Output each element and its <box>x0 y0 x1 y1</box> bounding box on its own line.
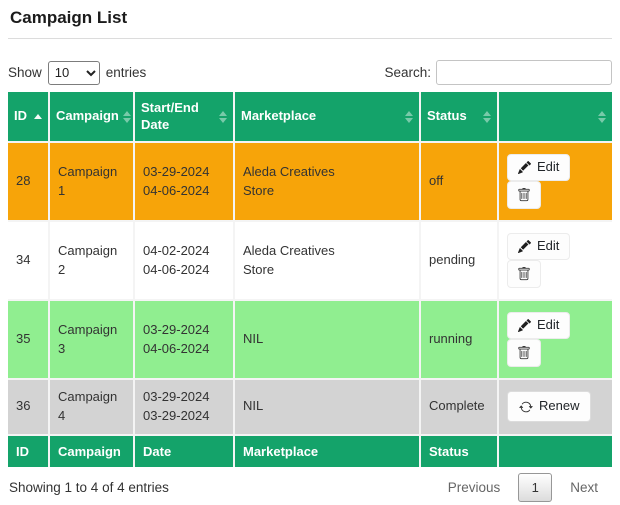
renew-button-label: Renew <box>539 398 580 414</box>
cell-id: 36 <box>8 379 50 436</box>
column-header-status[interactable]: Status <box>420 92 499 143</box>
sort-both-icon <box>405 110 413 123</box>
cell-status: running <box>420 300 499 380</box>
cell-dates: 03-29-2024 03-29-2024 <box>134 379 235 436</box>
table-row: 34 Campaign 2 04-02-2024 04-06-2024 Aleda C… <box>8 221 612 301</box>
cell-id: 35 <box>8 300 50 380</box>
pagination-previous[interactable]: Previous <box>447 479 501 495</box>
cell-actions: Renew <box>498 379 612 436</box>
search-control: Search: <box>384 60 612 85</box>
column-header-start-end-date[interactable]: Start/End Date <box>134 92 235 143</box>
table-row: 36 Campaign 4 03-29-2024 03-29-2024 NIL Comp… <box>8 379 612 436</box>
pencil-icon <box>518 318 531 332</box>
edit-button[interactable]: Edit <box>507 233 571 260</box>
cell-marketplace: Aleda Creatives Store <box>234 142 421 222</box>
delete-button[interactable] <box>507 180 541 209</box>
cell-actions: Edit <box>498 142 612 222</box>
cell-id: 28 <box>8 142 50 222</box>
sort-both-icon <box>219 110 227 123</box>
trash-icon <box>517 266 531 281</box>
column-header-label: Start/End Date <box>141 100 199 132</box>
pencil-icon <box>518 239 531 253</box>
page-length-control: Show 10 entries <box>8 60 147 85</box>
pagination: Previous 1 Next <box>434 472 612 503</box>
edit-button-label: Edit <box>537 317 560 333</box>
campaign-table: ID Campaign Start/End Date Marketplace Statu… <box>8 92 612 467</box>
cell-dates: 04-02-2024 04-06-2024 <box>134 221 235 301</box>
footer-header-date: Date <box>134 434 235 467</box>
column-header-label: ID <box>14 108 27 124</box>
table-info: Showing 1 to 4 of 4 entries <box>9 479 169 495</box>
sort-both-icon <box>483 110 491 123</box>
column-header-actions[interactable] <box>498 92 612 143</box>
footer-header-marketplace: Marketplace <box>234 434 421 467</box>
show-label: Show <box>8 65 42 80</box>
sort-both-icon <box>122 110 131 123</box>
page-length-select[interactable]: 10 <box>47 60 100 85</box>
cell-marketplace: NIL <box>234 300 421 380</box>
table-bottom-bar: Showing 1 to 4 of 4 entries Previous 1 N… <box>8 472 612 503</box>
pagination-page-1[interactable]: 1 <box>518 472 553 502</box>
cell-status: pending <box>420 221 499 301</box>
cell-campaign: Campaign 4 <box>49 379 135 436</box>
cell-actions: Edit <box>498 300 612 380</box>
cell-status: Complete <box>420 379 499 436</box>
edit-button[interactable]: Edit <box>507 312 571 339</box>
table-controls: Show 10 entries Search: <box>8 60 612 85</box>
renew-button[interactable]: Renew <box>507 391 592 423</box>
page-title: Campaign List <box>10 8 128 27</box>
cell-campaign: Campaign 2 <box>49 221 135 301</box>
refresh-icon <box>519 400 533 414</box>
edit-button-label: Edit <box>537 238 560 254</box>
cell-marketplace: Aleda Creatives Store <box>234 221 421 301</box>
cell-id: 34 <box>8 221 50 301</box>
sort-asc-icon <box>34 114 42 119</box>
trash-icon <box>517 187 531 202</box>
edit-button[interactable]: Edit <box>507 154 571 181</box>
footer-header-campaign: Campaign <box>49 434 135 467</box>
cell-marketplace: NIL <box>234 379 421 436</box>
cell-campaign: Campaign 1 <box>49 142 135 222</box>
column-header-campaign[interactable]: Campaign <box>49 92 135 143</box>
delete-button[interactable] <box>507 259 541 288</box>
sort-both-icon <box>598 110 606 123</box>
cell-status: off <box>420 142 499 222</box>
delete-button[interactable] <box>507 338 541 367</box>
column-header-id[interactable]: ID <box>8 92 50 143</box>
cell-dates: 03-29-2024 04-06-2024 <box>134 300 235 380</box>
pagination-next[interactable]: Next <box>570 479 598 495</box>
table-header-row: ID Campaign Start/End Date Marketplace Statu… <box>8 92 612 143</box>
footer-header-id: ID <box>8 434 50 467</box>
trash-icon <box>517 345 531 360</box>
table-footer-row: ID Campaign Date Marketplace Status <box>8 434 612 467</box>
search-input[interactable] <box>436 60 612 85</box>
footer-header-status: Status <box>420 434 499 467</box>
footer-header-actions <box>498 434 612 467</box>
pencil-icon <box>518 160 531 174</box>
column-header-label: Campaign <box>56 108 119 124</box>
column-header-label: Status <box>427 108 467 124</box>
cell-actions: Edit <box>498 221 612 301</box>
cell-campaign: Campaign 3 <box>49 300 135 380</box>
column-header-label: Marketplace <box>241 108 317 124</box>
search-label: Search: <box>384 65 431 80</box>
table-row: 28 Campaign 1 03-29-2024 04-06-2024 Aleda C… <box>8 142 612 222</box>
table-row: 35 Campaign 3 03-29-2024 04-06-2024 NIL runn… <box>8 300 612 380</box>
cell-dates: 03-29-2024 04-06-2024 <box>134 142 235 222</box>
entries-label: entries <box>105 65 147 80</box>
title-divider <box>8 38 612 39</box>
edit-button-label: Edit <box>537 159 560 175</box>
column-header-marketplace[interactable]: Marketplace <box>234 92 421 143</box>
